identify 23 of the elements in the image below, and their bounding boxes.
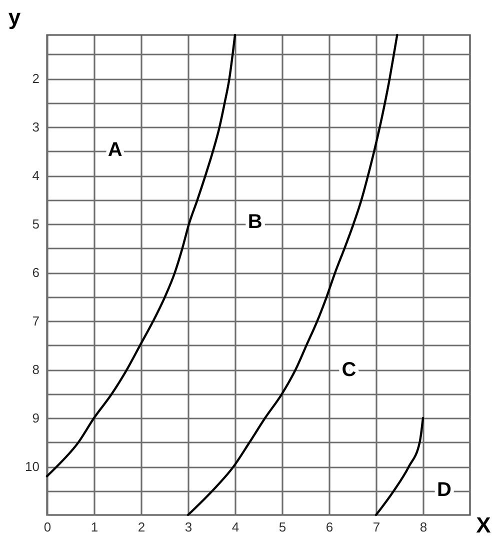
x-tick-label: 1 — [90, 520, 98, 534]
x-tick-label: 5 — [278, 520, 286, 534]
y-axis-title: y — [8, 4, 22, 30]
y-tick-label: 8 — [32, 362, 40, 378]
y-tick-label: 9 — [32, 410, 40, 426]
x-tick-label: 4 — [232, 520, 240, 534]
x-tick-label: 6 — [326, 520, 334, 534]
line-series — [374, 416, 424, 516]
line-series — [46, 34, 236, 478]
x-tick-label: 8 — [420, 520, 428, 534]
y-tick-label: 6 — [32, 265, 40, 280]
x-axis-title: X — [476, 512, 492, 538]
y-tick-label: 10 — [25, 459, 40, 474]
line-series — [186, 34, 398, 516]
x-tick-label: 2 — [138, 520, 146, 534]
y-tick-label: 2 — [32, 71, 40, 86]
y-tick-label: 5 — [32, 216, 40, 232]
x-tick-label: 0 — [44, 520, 52, 534]
y-tick-label: 4 — [32, 168, 40, 184]
y-tick-label: 7 — [32, 314, 40, 329]
x-tick-label: 7 — [372, 520, 380, 534]
y-tick-label: 3 — [32, 120, 40, 135]
x-tick-label: 3 — [184, 520, 192, 534]
